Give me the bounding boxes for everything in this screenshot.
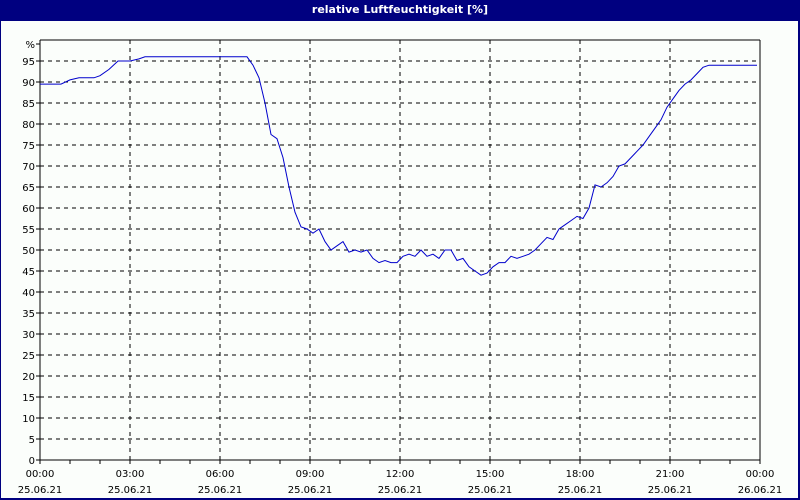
x-tick-time: 09:00 <box>296 469 325 480</box>
x-tick-date: 26.06.21 <box>738 485 783 496</box>
y-tick-label: 15 <box>22 393 35 404</box>
y-tick-label: 85 <box>22 99 35 110</box>
y-tick-label: 5 <box>29 435 35 446</box>
y-tick-label: 60 <box>22 204 35 215</box>
x-tick-time: 21:00 <box>656 469 685 480</box>
y-tick-label: 75 <box>22 141 35 152</box>
y-tick-label: 70 <box>22 162 35 173</box>
axes <box>36 39 761 464</box>
x-tick-date: 25.06.21 <box>18 485 63 496</box>
y-tick-label: 20 <box>22 372 35 383</box>
x-tick-date: 25.06.21 <box>648 485 693 496</box>
chart-title: relative Luftfeuchtigkeit [%] <box>0 0 800 20</box>
x-tick-date: 25.06.21 <box>108 485 153 496</box>
x-axis-labels: 00:00 25.06.21 03:00 25.06.21 06:00 25.06.21 0… <box>18 469 783 496</box>
y-tick-label: 35 <box>22 309 35 320</box>
x-tick-date: 25.06.21 <box>198 485 243 496</box>
y-tick-label: 0 <box>29 456 35 467</box>
y-axis-labels: 0 5 10 15 20 25 30 35 40 45 50 55 60 65 70 75 80 85 90 95% <box>22 40 35 467</box>
x-tick-date: 25.06.21 <box>288 485 333 496</box>
y-tick-label: 40 <box>22 288 35 299</box>
x-tick-time: 18:00 <box>566 469 595 480</box>
y-tick-label: 95 <box>22 57 35 68</box>
y-tick-label: 25 <box>22 351 35 362</box>
y-tick-label: 55 <box>22 225 35 236</box>
x-tick-date: 25.06.21 <box>468 485 513 496</box>
y-tick-label: % <box>25 40 35 51</box>
y-tick-label: 30 <box>22 330 35 341</box>
x-tick-date: 25.06.21 <box>558 485 603 496</box>
y-tick-label: 50 <box>22 246 35 257</box>
y-tick-label: 90 <box>22 78 35 89</box>
x-tick-time: 12:00 <box>386 469 415 480</box>
y-tick-label: 65 <box>22 183 35 194</box>
grid-lines <box>40 40 760 460</box>
x-tick-date: 25.06.21 <box>378 485 423 496</box>
x-tick-time: 00:00 <box>746 469 775 480</box>
y-tick-label: 80 <box>22 120 35 131</box>
x-tick-time: 06:00 <box>206 469 235 480</box>
x-tick-time: 03:00 <box>116 469 145 480</box>
x-tick-time: 00:00 <box>26 469 55 480</box>
humidity-series-line <box>40 56 757 276</box>
y-tick-label: 10 <box>22 414 35 425</box>
x-tick-time: 15:00 <box>476 469 505 480</box>
y-tick-label: 45 <box>22 267 35 278</box>
